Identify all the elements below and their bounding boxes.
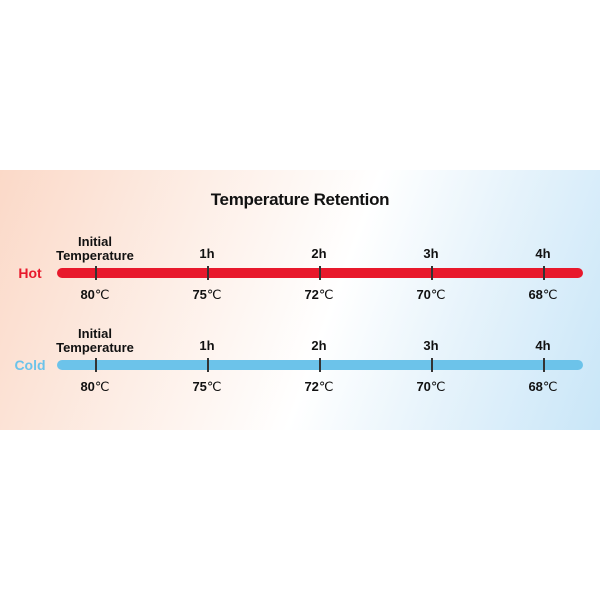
unit: ℃ — [430, 287, 446, 302]
value-number: 80 — [80, 379, 95, 394]
unit: ℃ — [94, 287, 110, 302]
tick-mark — [431, 358, 433, 372]
time-label: 4h — [535, 246, 551, 261]
time-label: 4h — [535, 338, 551, 353]
value-number: 72 — [304, 379, 319, 394]
row-label: Cold — [14, 357, 46, 373]
tick-mark — [95, 358, 97, 372]
unit: ℃ — [318, 287, 334, 302]
value-number: 68 — [528, 287, 543, 302]
temperature-value: 70℃ — [401, 287, 461, 303]
temperature-value: 75℃ — [177, 287, 237, 303]
temperature-value: 68℃ — [513, 287, 573, 303]
tick-mark — [319, 358, 321, 372]
tick-mark — [319, 266, 321, 280]
tick-mark — [207, 358, 209, 372]
value-number: 70 — [416, 287, 431, 302]
background-band — [0, 170, 600, 430]
value-number: 75 — [192, 379, 207, 394]
temperature-value: 80℃ — [65, 287, 125, 303]
tick-mark — [207, 266, 209, 280]
time-label: 2h — [311, 338, 327, 353]
time-label: 3h — [423, 338, 439, 353]
unit: ℃ — [206, 287, 222, 302]
value-number: 72 — [304, 287, 319, 302]
tick-mark — [95, 266, 97, 280]
diagram-title: Temperature Retention — [210, 190, 390, 209]
tick-mark — [431, 266, 433, 280]
temperature-value: 75℃ — [177, 379, 237, 395]
unit: ℃ — [542, 379, 558, 394]
time-label: Initial Temperature — [56, 326, 134, 355]
time-label: 3h — [423, 246, 439, 261]
row-label: Hot — [18, 265, 42, 281]
unit: ℃ — [206, 379, 222, 394]
temperature-value: 80℃ — [65, 379, 125, 395]
tick-mark — [543, 266, 545, 280]
unit: ℃ — [94, 379, 110, 394]
temperature-value: 70℃ — [401, 379, 461, 395]
value-number: 70 — [416, 379, 431, 394]
unit: ℃ — [542, 287, 558, 302]
time-label: 1h — [199, 246, 215, 261]
unit: ℃ — [318, 379, 334, 394]
time-label: 2h — [311, 246, 327, 261]
time-label: 1h — [199, 338, 215, 353]
value-number: 75 — [192, 287, 207, 302]
timeline-row-hot: Hot Initial Temperature 80℃ 1h 75℃ 2h 72℃ 3h 70℃… — [0, 233, 600, 313]
time-label: Initial Temperature — [56, 234, 134, 263]
temperature-value: 68℃ — [513, 379, 573, 395]
timeline-row-cold: Cold Initial Temperature 80℃ 1h 75℃ 2h 72℃ 3h 70… — [0, 325, 600, 405]
tick-mark — [543, 358, 545, 372]
temperature-value: 72℃ — [289, 379, 349, 395]
temperature-value: 72℃ — [289, 287, 349, 303]
value-number: 80 — [80, 287, 95, 302]
unit: ℃ — [430, 379, 446, 394]
value-number: 68 — [528, 379, 543, 394]
